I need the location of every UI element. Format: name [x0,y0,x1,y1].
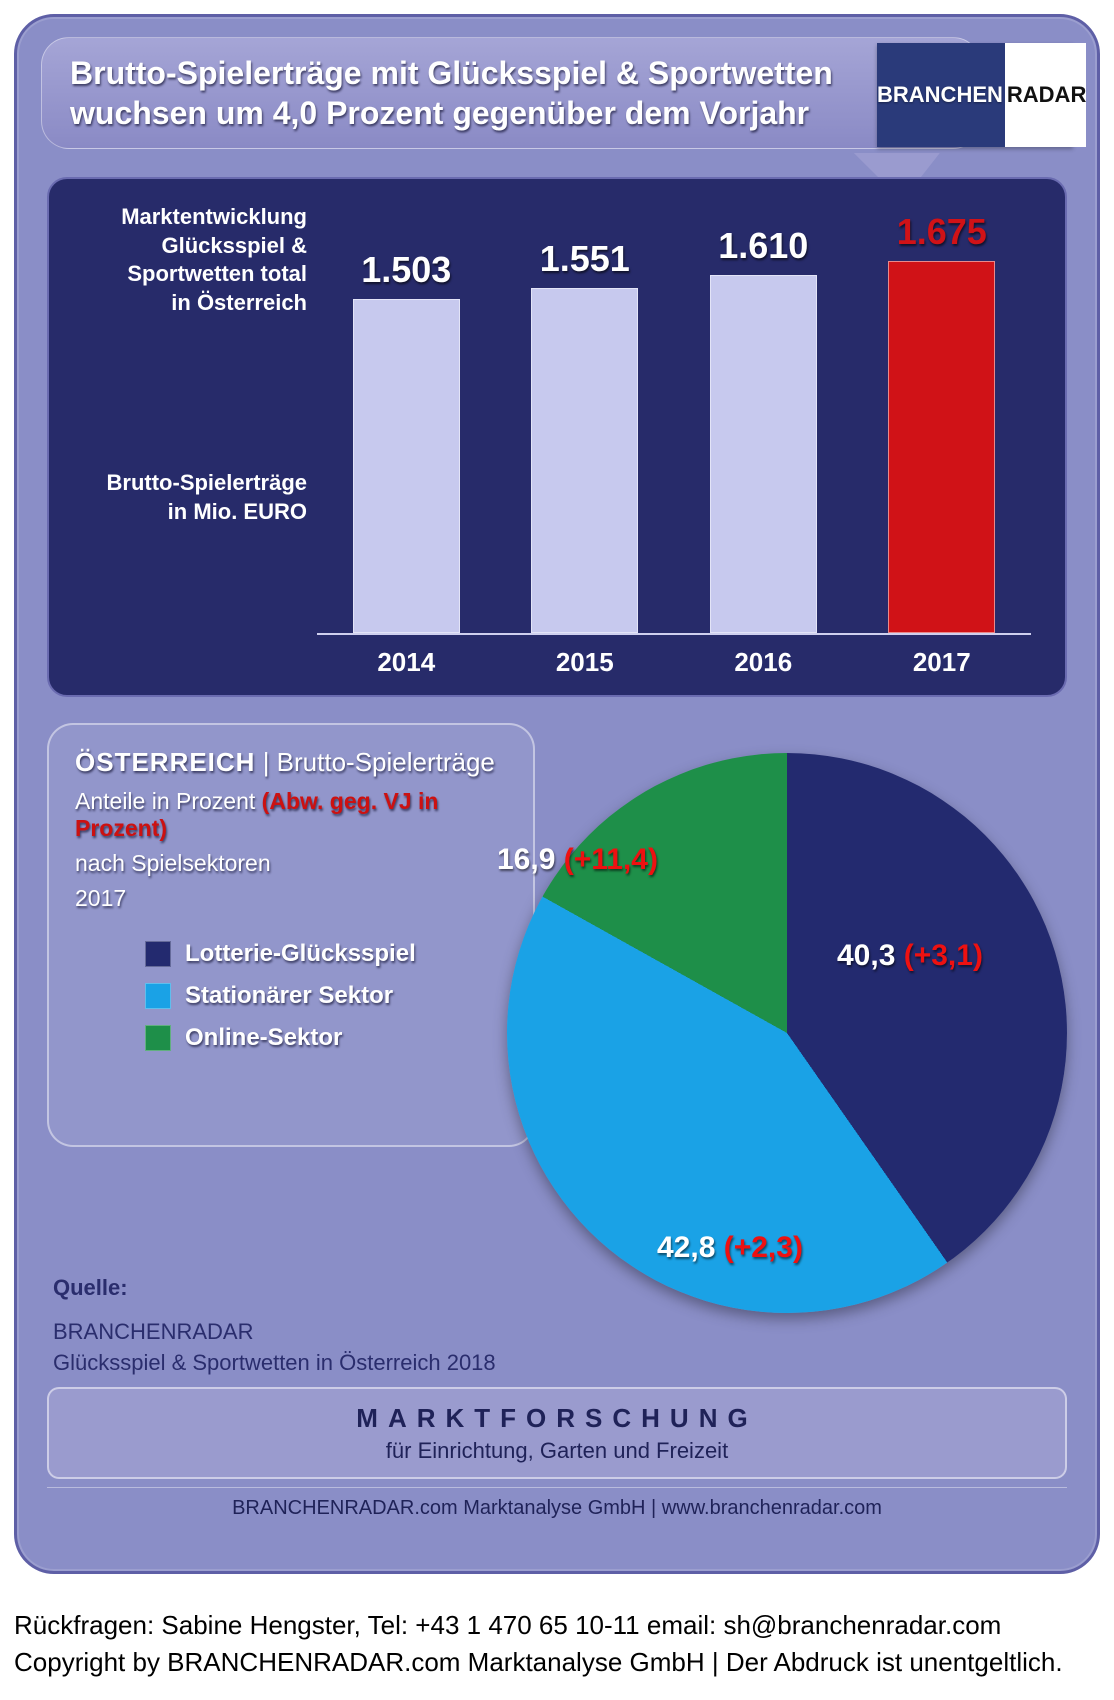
bar-slot: 1.551 [506,238,663,633]
pie-section: ÖSTERREICH | Brutto-Spielerträge Anteile… [47,723,1067,1383]
source-label: Quelle: [53,1273,496,1304]
bar-title-bottom: Brutto-Spielerträge in Mio. EURO [77,469,307,526]
bar-slot: 1.610 [685,225,842,633]
footer-credit: BRANCHENRADAR.com Marktanalyse GmbH | ww… [47,1487,1067,1529]
footer-line2: für Einrichtung, Garten und Freizeit [386,1438,728,1464]
legend-swatch [145,941,171,967]
pie-legend-panel: ÖSTERREICH | Brutto-Spielerträge Anteile… [47,723,535,1147]
source-block: Quelle: BRANCHENRADAR Glücksspiel & Spor… [53,1273,496,1379]
legend-row: Online-Sektor [145,1024,507,1052]
bar-value-label: 1.503 [361,249,451,291]
headline-bubble: Brutto-Spielerträge mit Glücksspiel & Sp… [41,37,981,149]
x-tick: 2015 [496,647,675,681]
bar-value-label: 1.675 [897,211,987,253]
bar-value-label: 1.551 [540,238,630,280]
legend-label: Stationärer Sektor [185,982,393,1010]
pie-subtitle-1: Anteile in Prozent (Abw. geg. VJ in Proz… [75,788,507,842]
pie-sub-1a: Anteile in Prozent [75,788,262,814]
bar [888,261,995,633]
bar [353,299,460,633]
source-line1: BRANCHENRADAR [53,1317,496,1348]
x-tick: 2017 [853,647,1032,681]
pie-label-lottery: 40,3 (+3,1) [837,939,983,973]
pie-delta-stationary: (+2,3) [724,1231,803,1264]
pie-legend: Lotterie-Glücksspiel Stationärer Sektor On… [145,940,507,1052]
bar-slot: 1.503 [328,249,485,633]
pie-label-online: 16,9 (+11,4) [497,843,658,877]
pie-val-lottery: 40,3 [837,939,895,972]
pie-title: ÖSTERREICH | Brutto-Spielerträge [75,745,507,780]
copyright-line: Copyright by BRANCHENRADAR.com Marktanal… [14,1644,1100,1680]
bar [531,288,638,633]
bar-value-label: 1.610 [718,225,808,267]
bar-chart-area: 1.503 1.551 1.610 1.675 [317,199,1031,635]
pie-chart: 40,3 (+3,1) 42,8 (+2,3) 16,9 (+11,4) [507,753,1067,1313]
pie-year: 2017 [75,885,507,912]
footer-box: MARKTFORSCHUNG für Einrichtung, Garten u… [47,1387,1067,1479]
pie-subtitle-2: nach Spielsektoren [75,850,507,877]
contact-copyright: Rückfragen: Sabine Hengster, Tel: +43 1 … [14,1607,1100,1680]
legend-swatch [145,983,171,1009]
pie-val-online: 16,9 [497,843,555,876]
x-tick: 2014 [317,647,496,681]
pie-label-stationary: 42,8 (+2,3) [657,1231,803,1265]
headline-text: Brutto-Spielerträge mit Glücksspiel & Sp… [70,53,833,133]
pie-delta-online: (+11,4) [564,843,658,876]
footer-line1: MARKTFORSCHUNG [356,1403,757,1434]
infographic-card: Brutto-Spielerträge mit Glücksspiel & Sp… [14,14,1100,1574]
bar-chart-panel: Marktentwicklung Glücksspiel & Sportwett… [47,177,1067,697]
legend-swatch [145,1025,171,1051]
legend-row: Stationärer Sektor [145,982,507,1010]
bar-slot: 1.675 [863,211,1020,633]
source-label-text: Quelle: [53,1275,128,1300]
legend-row: Lotterie-Glücksspiel [145,940,507,968]
pie-val-stationary: 42,8 [657,1231,715,1264]
pie-title-rest: | Brutto-Spielerträge [255,747,494,777]
bar-x-axis: 2014201520162017 [317,647,1031,681]
x-tick: 2016 [674,647,853,681]
bar-title-top: Marktentwicklung Glücksspiel & Sportwett… [77,203,307,317]
pie-circle [507,753,1067,1313]
header: Brutto-Spielerträge mit Glücksspiel & Sp… [41,37,1073,157]
branchenradar-logo: BRANCHEN RADAR [877,43,1073,147]
logo-left: BRANCHEN [877,43,1005,147]
pie-delta-lottery: (+3,1) [904,939,983,972]
source-line2: Glücksspiel & Sportwetten in Österreich … [53,1348,496,1379]
contact-line: Rückfragen: Sabine Hengster, Tel: +43 1 … [14,1607,1100,1643]
legend-label: Lotterie-Glücksspiel [185,940,416,968]
pie-title-country: ÖSTERREICH [75,747,255,777]
legend-label: Online-Sektor [185,1024,342,1052]
bar [710,275,817,633]
logo-right: RADAR [1005,43,1086,147]
